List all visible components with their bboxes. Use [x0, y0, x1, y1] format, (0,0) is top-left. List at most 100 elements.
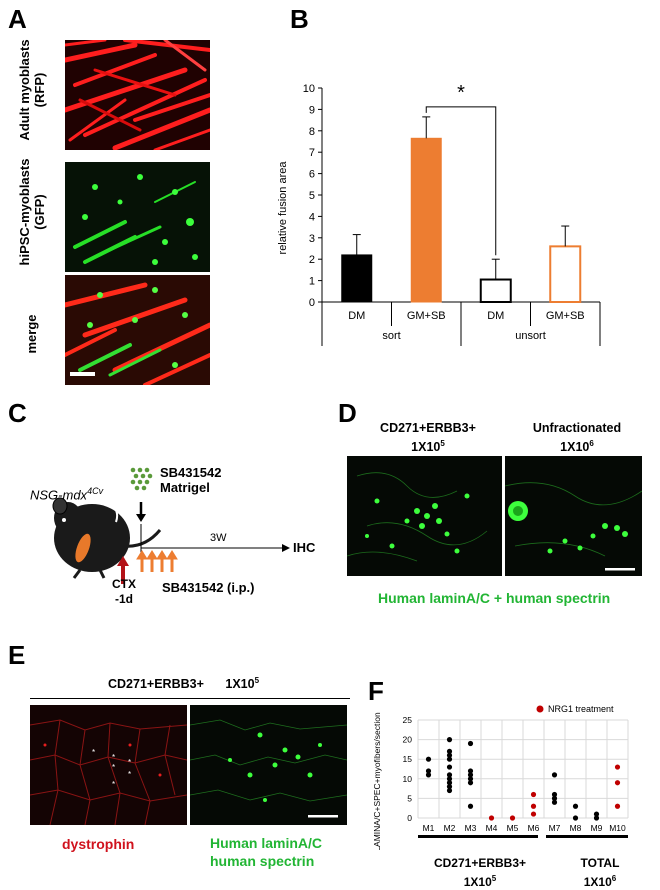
scale-bar — [605, 568, 635, 571]
y-tick-label: 6 — [309, 169, 315, 181]
drug-injection-arrows — [136, 550, 178, 572]
micrograph-rfp — [65, 40, 210, 150]
panel-d-letter: D — [338, 398, 357, 428]
ctx-line2: -1d — [115, 592, 133, 606]
experiment-timeline-diagram — [52, 467, 290, 584]
y-tick-label: 10 — [303, 83, 315, 95]
panel-d-left-title: CD271+ERBB3+ 1X105 — [368, 420, 488, 455]
category-label: M7 — [549, 823, 561, 833]
data-point — [614, 780, 621, 786]
group-count: 1X10 — [583, 875, 612, 889]
data-point — [551, 772, 558, 778]
micrograph-d-sorted — [347, 456, 502, 576]
data-point — [614, 803, 621, 809]
panel-d-right-title: Unfractionated 1X106 — [522, 420, 632, 455]
group-exponent: 6 — [611, 874, 617, 883]
row-label-line1: merge — [24, 314, 39, 354]
title-line1: Unfractionated — [532, 421, 622, 435]
panel-f-group1-label: CD271+ERBB3+ 1X105 — [425, 856, 535, 890]
category-label: M1 — [423, 823, 435, 833]
category-label: M5 — [507, 823, 519, 833]
y-tick-label: 20 — [403, 735, 413, 745]
duration-label: 3W — [210, 532, 227, 544]
row-label-adult-myoblasts: Adult myoblasts (RFP) — [17, 20, 51, 160]
svg-text:*: * — [128, 758, 131, 767]
group-bar — [546, 835, 628, 838]
row-label-line2: (GFP) — [32, 194, 47, 230]
bar — [549, 245, 582, 303]
data-point — [467, 776, 474, 782]
group-line1: CD271+ERBB3+ — [433, 856, 527, 870]
panel-f-group2-label: TOTAL 1X106 — [570, 856, 630, 890]
category-label: M6 — [528, 823, 540, 833]
caption-line2: human spectrin — [210, 853, 315, 869]
data-point — [467, 803, 474, 809]
endpoint-label: IHC — [293, 540, 316, 555]
category-label: M3 — [465, 823, 477, 833]
ctx-line1: CTX — [112, 577, 136, 591]
row-label-hipsc-myoblasts: hiPSC-myoblasts (GFP) — [17, 142, 51, 282]
data-point — [551, 795, 558, 801]
data-point — [572, 815, 579, 821]
data-point — [467, 780, 474, 786]
scale-bar — [308, 815, 338, 818]
bar — [341, 254, 373, 303]
bar-chart-fusion-area: relative fusion area 0 1 2 3 4 5 6 7 8 9 10 DM GM+S… — [277, 82, 601, 346]
title-line1: CD271+ERBB3+ — [380, 421, 476, 435]
data-point — [425, 756, 432, 762]
data-point — [593, 815, 600, 821]
data-point — [551, 799, 558, 805]
y-tick-label: 15 — [403, 754, 413, 764]
row-label-line1: hiPSC-myoblasts — [17, 158, 32, 266]
panel-e-right-caption: Human laminA/C human spectrin — [210, 834, 322, 870]
title-exponent: 5 — [440, 439, 445, 448]
bar — [479, 278, 512, 303]
injection-line2: Matrigel — [160, 480, 210, 495]
group-exponent: 5 — [491, 874, 497, 883]
data-point — [572, 803, 579, 809]
mouse-strain-label: NSG-mdx4Cv — [30, 486, 104, 503]
y-tick-label: 5 — [309, 190, 315, 202]
group-bar — [418, 835, 538, 838]
header-population: CD271+ERBB3+ — [108, 677, 204, 692]
drug-label: SB431542 (i.p.) — [162, 580, 255, 595]
significance-bracket — [425, 106, 497, 256]
svg-text:*: * — [112, 780, 115, 789]
data-point — [467, 768, 474, 774]
y-tick-label: 7 — [309, 147, 315, 159]
group-label: unsort — [515, 330, 546, 342]
data-point — [467, 740, 474, 747]
category-label: DM — [487, 310, 504, 322]
y-tick-label: 1 — [309, 276, 315, 288]
y-tick-label: 5 — [407, 793, 412, 803]
panel-c-letter: C — [8, 398, 27, 428]
data-point — [551, 791, 558, 798]
panel-b-letter: B — [290, 4, 309, 34]
data-point — [446, 756, 453, 762]
mouse-strain-superscript: 4Cv — [87, 486, 104, 496]
row-label-line1: Adult myoblasts — [17, 39, 32, 141]
header-exponent: 5 — [254, 676, 260, 685]
data-point — [509, 815, 516, 821]
data-point — [446, 737, 453, 743]
y-tick-label: 9 — [309, 104, 315, 116]
category-label: M2 — [444, 823, 456, 833]
y-tick-label: 25 — [403, 715, 413, 725]
row-label-merge: merge — [24, 264, 44, 404]
y-tick-label: 4 — [309, 211, 315, 223]
category-label: M10 — [609, 823, 626, 833]
header-underline — [30, 698, 350, 699]
data-point — [425, 772, 432, 778]
data-point — [425, 768, 432, 774]
group-line1: TOTAL — [580, 856, 620, 870]
category-label: GM+SB — [407, 310, 446, 322]
category-label: DM — [348, 310, 365, 322]
panel-a-letter: A — [8, 4, 27, 34]
group-label: sort — [382, 330, 400, 342]
scatter-chart-myofibers: LAMINA/C+SPEC+myofibers/section 0 5 10 15 20… — [372, 704, 629, 850]
data-point — [446, 776, 453, 782]
y-tick-label: 2 — [309, 254, 315, 266]
svg-text:*: * — [92, 748, 95, 757]
group-count: 1X10 — [463, 875, 492, 889]
row-label-line2: (RFP) — [32, 72, 47, 108]
